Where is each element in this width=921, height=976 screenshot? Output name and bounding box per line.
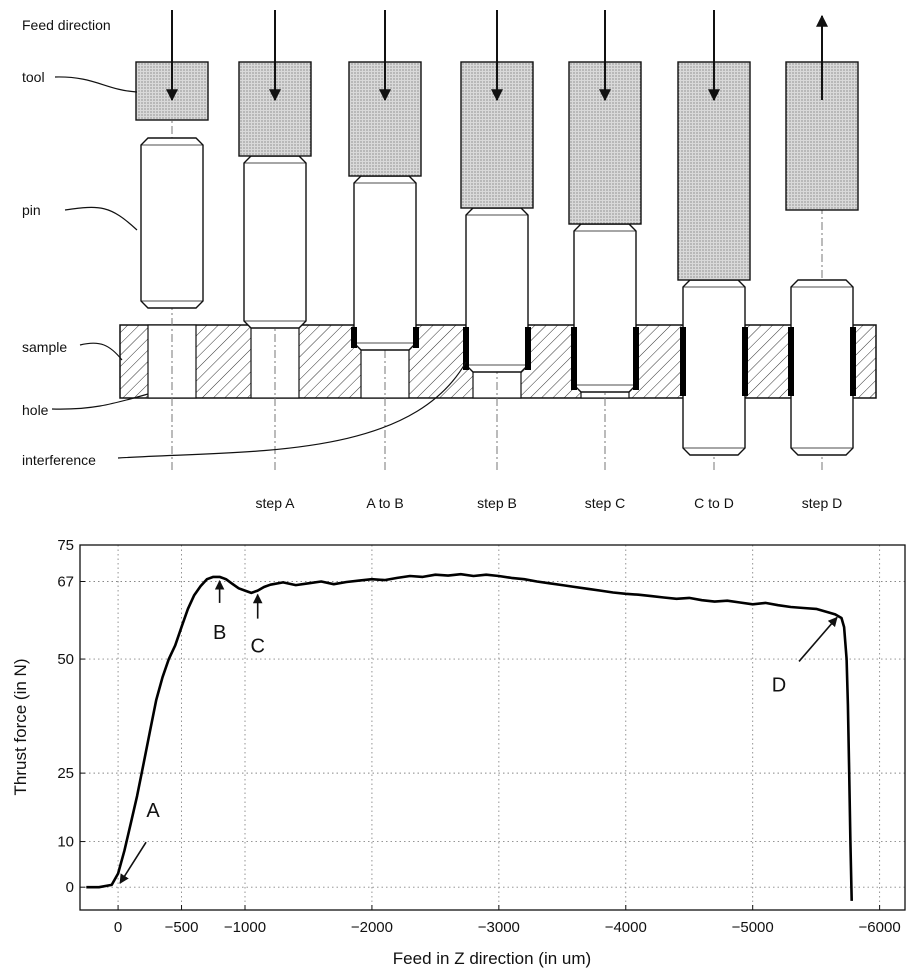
plot-frame [79, 544, 906, 911]
column-2 [238, 10, 312, 470]
x-tick-label: 0 [114, 919, 122, 936]
interference-zone [351, 327, 357, 348]
y-tick-label: 50 [57, 651, 74, 668]
step-labels: step A A to B step B step C C to D step D [256, 495, 843, 511]
pin [465, 207, 529, 373]
interference-zone [680, 327, 686, 396]
x-axis-ticks: 0 −500 −1000 −2000 −3000 −4000 −5000 −6000 [114, 905, 901, 936]
hole-label: hole [22, 402, 49, 418]
pin-columns [135, 10, 859, 470]
y-tick-label: 10 [57, 834, 74, 851]
interference-zone [525, 327, 531, 370]
pin [790, 279, 854, 456]
pin [140, 137, 204, 309]
y-tick-label: 67 [57, 574, 74, 591]
thrust-force-chart: 0 −500 −1000 −2000 −3000 −4000 −5000 −6000 0 10 2… [11, 537, 906, 968]
thrust-force-line [86, 572, 853, 901]
interference-zone [463, 327, 469, 370]
x-tick-label: −6000 [859, 919, 901, 936]
interference-zone [633, 327, 639, 390]
interference-leader-line [117, 361, 467, 459]
sample-leader-line [79, 342, 123, 361]
y-tick-label: 75 [57, 537, 74, 554]
step-label: A to B [366, 495, 403, 511]
pin-label: pin [22, 202, 41, 218]
annotation-label-a: A [146, 800, 160, 822]
column-4 [460, 10, 534, 470]
annotations: A B C D [119, 579, 838, 884]
column-1 [135, 10, 209, 470]
interference-label: interference [22, 452, 96, 468]
column-6 [677, 10, 751, 470]
x-tick-label: −2000 [351, 919, 393, 936]
interference-zone [742, 327, 748, 396]
hole-leader-line [51, 393, 149, 410]
x-axis-title: Feed in Z direction (in um) [393, 949, 591, 968]
x-tick-label: −1000 [224, 919, 266, 936]
pin [243, 155, 307, 329]
feed-direction-label: Feed direction [22, 17, 111, 33]
step-label: step D [802, 495, 842, 511]
column-3 [348, 10, 422, 470]
y-tick-label: 0 [66, 879, 74, 896]
step-label: step B [477, 495, 517, 511]
y-axis-title: Thrust force (in N) [11, 659, 30, 796]
interference-zone [788, 327, 794, 396]
chart-grid [80, 544, 905, 910]
x-tick-label: −500 [165, 919, 199, 936]
annotation-label-c: C [250, 636, 264, 658]
x-tick-label: −5000 [732, 919, 774, 936]
annotation-label-d: D [772, 674, 786, 696]
annotation-arrow-a [119, 841, 147, 884]
annotation-label-b: B [213, 622, 226, 644]
sample-label: sample [22, 339, 67, 355]
interference-zone [413, 327, 419, 348]
tool-leader-line [54, 76, 138, 93]
step-label: step A [256, 495, 296, 511]
interference-zone [571, 327, 577, 390]
pin [682, 279, 746, 456]
x-tick-label: −3000 [478, 919, 520, 936]
x-tick-label: −4000 [605, 919, 647, 936]
step-label: step C [585, 495, 625, 511]
tool-label: tool [22, 69, 45, 85]
pin-insertion-diagram: Feed direction tool pin sample hole inte… [22, 10, 877, 511]
pin-leader-line [64, 206, 138, 231]
pin [573, 223, 637, 393]
pin [353, 175, 417, 351]
y-axis-ticks: 0 10 25 50 67 75 [57, 537, 85, 896]
series-group [86, 572, 853, 901]
interference-zone [850, 327, 856, 396]
step-label: C to D [694, 495, 734, 511]
y-tick-label: 25 [57, 765, 74, 782]
column-7 [785, 14, 859, 470]
annotation-arrow-d [798, 616, 838, 662]
column-5 [568, 10, 642, 470]
